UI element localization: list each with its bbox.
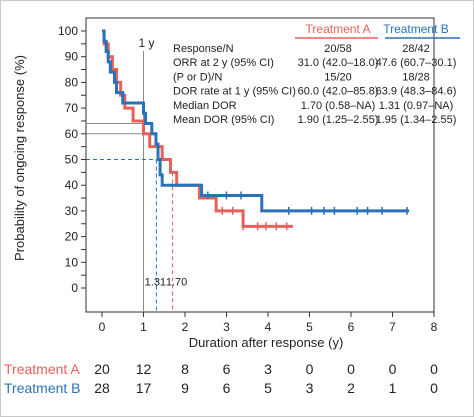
reference-lines: 1 y 1.31 1.70: [86, 36, 187, 312]
y-tick-label: 70: [65, 101, 79, 115]
stats-table: Treatment A Treatment B Response/N 20/58 28/…: [173, 22, 460, 126]
y-tick-label: 40: [65, 178, 79, 192]
treatment-a-curve: [102, 29, 293, 228]
risk-count: 17: [136, 380, 152, 396]
table-row-label: Median DOR: [173, 100, 237, 112]
table-row-label: (P or D)/N: [173, 71, 222, 83]
risk-count: 0: [347, 361, 355, 377]
x-tick-label: 6: [348, 320, 355, 334]
y-tick-label: 80: [65, 75, 79, 89]
x-tick-label: 3: [223, 320, 230, 334]
x-tick-label: 1: [140, 320, 147, 334]
risk-count: 6: [223, 361, 231, 377]
risk-count: 3: [264, 361, 272, 377]
median-b-label: 1.31: [145, 276, 166, 288]
table-row-label: DOR rate at 1 y (95% CI): [173, 86, 296, 98]
y-tick-label: 50: [65, 153, 79, 167]
one-year-label: 1 y: [138, 36, 154, 50]
risk-count: 20: [94, 361, 110, 377]
risk-count: 6: [223, 380, 231, 396]
table-row-label: Response/N: [173, 43, 234, 55]
x-tick-label: 2: [182, 320, 189, 334]
table-cell-b: 18/28: [402, 71, 430, 83]
x-tick-label: 4: [265, 320, 272, 334]
survival-curves: [102, 29, 410, 231]
table-cell-a: 1.70 (0.58–NA): [301, 100, 376, 112]
table-cell-b: 63.9 (48.3–84.6): [376, 86, 457, 98]
risk-count: 5: [264, 380, 272, 396]
table-cell-a: 1.90 (1.25–2.55): [298, 114, 379, 126]
risk-count: 9: [181, 380, 189, 396]
risk-count: 0: [430, 361, 438, 377]
y-tick-label: 30: [65, 204, 79, 218]
y-tick-label: 60: [65, 127, 79, 141]
x-tick-label: 8: [431, 320, 438, 334]
risk-count: 0: [430, 380, 438, 396]
table-cell-b: 1.95 (1.34–2.55): [376, 114, 457, 126]
risk-row-label: Treatment A: [4, 361, 80, 377]
y-tick-label: 0: [71, 281, 78, 295]
table-header-a: Treatment A: [306, 22, 371, 36]
table-cell-b: 47.6 (60.7–30.1): [376, 57, 457, 69]
x-axis-label: Duration after response (y): [189, 335, 344, 350]
y-tick-label: 100: [58, 24, 78, 38]
risk-count: 28: [94, 380, 110, 396]
table-cell-a: 15/20: [324, 71, 352, 83]
plot-border: [85, 17, 435, 313]
table-row-label: Mean DOR (95% CI): [173, 114, 274, 126]
risk-count: 8: [181, 361, 189, 377]
table-cell-b: 28/42: [402, 43, 430, 55]
risk-count: 1: [389, 380, 397, 396]
treatment-b-curve: [102, 29, 410, 213]
risk-row-label: Treatment B: [4, 380, 81, 396]
y-tick-label: 90: [65, 50, 79, 64]
y-tick-label: 20: [65, 230, 79, 244]
x-tick-label: 7: [389, 320, 396, 334]
risk-count: 0: [389, 361, 397, 377]
axes: 0 10 20 30 40 50 60 70 80 90 100 0 1 2 3 4 5 6 7 8: [58, 17, 438, 334]
table-row-label: ORR at 2 y (95% CI): [173, 57, 274, 69]
risk-count: 2: [347, 380, 355, 396]
table-cell-a: 20/58: [324, 43, 352, 55]
table-cell-a: 60.0 (42.0–85.8): [298, 86, 379, 98]
risk-count: 3: [306, 380, 314, 396]
y-tick-label: 10: [65, 255, 79, 269]
risk-count: 0: [306, 361, 314, 377]
table-cell-a: 31.0 (42.0–18.0): [298, 57, 379, 69]
y-axis-label: Probability of ongoing response (%): [12, 55, 27, 261]
table-header-b: Treatment B: [383, 22, 449, 36]
x-tick-label: 0: [99, 320, 106, 334]
table-cell-b: 1.31 (0.97–NA): [379, 100, 454, 112]
x-tick-label: 5: [306, 320, 313, 334]
median-a-label: 1.70: [166, 276, 187, 288]
risk-count: 12: [136, 361, 152, 377]
